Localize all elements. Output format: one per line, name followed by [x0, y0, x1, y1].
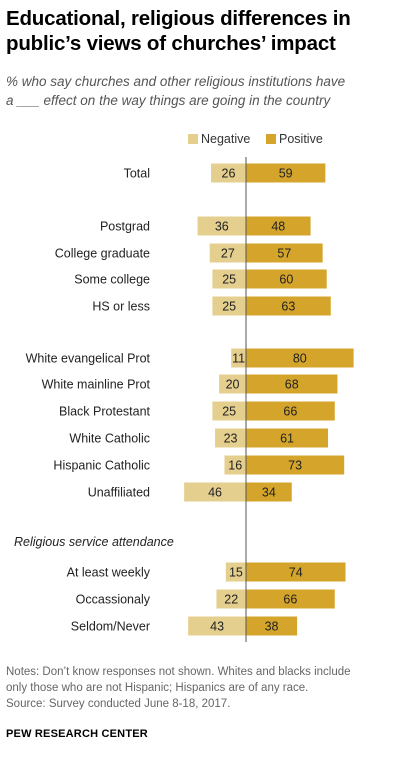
value-negative-unaffiliated: 46 [208, 486, 222, 500]
category-label-white-evangelical-prot: White evangelical Prot [26, 352, 151, 366]
bar-positive-hispanic-catholic [246, 455, 345, 475]
value-negative-hispanic-catholic: 16 [228, 459, 242, 473]
bar-negative-white-catholic [215, 428, 246, 448]
value-negative-at-least-weekly: 15 [229, 566, 243, 580]
bar-positive-seldom-never [246, 616, 298, 636]
bar-negative-some-college [212, 269, 246, 289]
category-label-postgrad: Postgrad [100, 220, 150, 234]
bar-negative-at-least-weekly [225, 562, 246, 582]
bar-negative-occassionaly [216, 589, 246, 609]
value-negative-white-mainline-prot: 20 [226, 378, 240, 392]
chart-title: Educational, religious differences in pu… [6, 6, 394, 56]
bar-negative-unaffiliated [184, 482, 246, 502]
bar-negative-hispanic-catholic [224, 455, 246, 475]
bar-negative-white-mainline-prot [219, 374, 246, 394]
value-negative-hs-or-less: 25 [222, 300, 236, 314]
bar-positive-total [246, 163, 326, 183]
category-label-some-college: Some college [74, 273, 150, 287]
bar-negative-hs-or-less [212, 296, 246, 316]
pew-logo-text: PEW RESEARCH CENTER [6, 728, 148, 740]
notes-line-1: Notes: Don’t know responses not shown. W… [6, 666, 351, 678]
bar-negative-white-evangelical-prot [231, 348, 246, 368]
value-negative-occassionaly: 22 [224, 593, 238, 607]
legend-swatch-positive [266, 134, 276, 144]
value-positive-postgrad: 48 [271, 220, 285, 234]
chart-subtitle-line-1: % who say churches and other religious i… [6, 74, 346, 89]
value-positive-black-protestant: 66 [283, 405, 297, 419]
value-positive-hispanic-catholic: 73 [288, 459, 302, 473]
legend-item-positive: Positive [266, 132, 323, 146]
category-label-occassionaly: Occassionaly [76, 593, 151, 607]
value-negative-college-graduate: 27 [221, 247, 235, 261]
category-label-seldom-never: Seldom/Never [71, 620, 150, 634]
legend-item-negative: Negative [188, 132, 250, 146]
value-negative-white-catholic: 23 [224, 432, 238, 446]
category-label-hs-or-less: HS or less [92, 300, 150, 314]
bar-positive-white-evangelical-prot [246, 348, 354, 368]
source-note: Source: Survey conducted June 8-18, 2017… [6, 698, 231, 710]
value-negative-black-protestant: 25 [222, 405, 236, 419]
bar-positive-black-protestant [246, 401, 335, 421]
bar-positive-white-catholic [246, 428, 329, 448]
value-positive-white-evangelical-prot: 80 [293, 352, 307, 366]
bar-positive-occassionaly [246, 589, 335, 609]
chart-subtitle-line-2: a ___ effect on the way things are going… [6, 93, 331, 108]
bar-negative-postgrad [197, 216, 246, 236]
section-label-attendance: Religious service attendance [14, 535, 174, 549]
value-negative-total: 26 [222, 167, 236, 181]
bar-positive-college-graduate [246, 243, 323, 263]
bar-negative-black-protestant [212, 401, 246, 421]
bar-positive-some-college [246, 269, 327, 289]
category-label-total: Total [124, 167, 150, 181]
value-positive-seldom-never: 38 [265, 620, 279, 634]
category-label-black-protestant: Black Protestant [59, 405, 151, 419]
value-negative-white-evangelical-prot: 11 [232, 352, 245, 366]
category-label-white-catholic: White Catholic [69, 432, 150, 446]
category-label-college-graduate: College graduate [55, 247, 150, 261]
legend-label-negative: Negative [201, 132, 251, 146]
bar-negative-total [211, 163, 246, 183]
legend-label-positive: Positive [279, 132, 323, 146]
value-negative-postgrad: 36 [215, 220, 229, 234]
bar-negative-seldom-never [188, 616, 246, 636]
value-positive-some-college: 60 [279, 273, 293, 287]
value-positive-white-catholic: 61 [280, 432, 294, 446]
chart-notes: Notes: Don’t know responses not shown. W… [6, 664, 398, 712]
category-label-hispanic-catholic: Hispanic Catholic [53, 459, 150, 473]
bar-positive-at-least-weekly [246, 562, 346, 582]
chart-title-line-2: public’s views of churches’ impact [6, 32, 336, 55]
notes-line-2: only those who are not Hispanic; Hispani… [6, 682, 309, 694]
value-positive-occassionaly: 66 [283, 593, 297, 607]
chart-legend: Negative Positive [0, 132, 400, 150]
value-negative-seldom-never: 43 [210, 620, 224, 634]
legend-swatch-negative [188, 134, 198, 144]
chart-title-line-1: Educational, religious differences in [6, 7, 351, 30]
value-positive-hs-or-less: 63 [281, 300, 295, 314]
bar-positive-hs-or-less [246, 296, 331, 316]
value-positive-white-mainline-prot: 68 [285, 378, 299, 392]
chart-subtitle: % who say churches and other religious i… [6, 72, 396, 110]
bar-positive-white-mainline-prot [246, 374, 338, 394]
bar-positive-postgrad [246, 216, 311, 236]
category-label-unaffiliated: Unaffiliated [88, 486, 150, 500]
bar-positive-unaffiliated [246, 482, 292, 502]
category-label-white-mainline-prot: White mainline Prot [42, 378, 151, 392]
bar-negative-college-graduate [209, 243, 246, 263]
value-negative-some-college: 25 [222, 273, 236, 287]
value-positive-total: 59 [279, 167, 293, 181]
category-label-at-least-weekly: At least weekly [67, 566, 151, 580]
diverging-bar-chart: Total 26 59 Postgrad 36 48 College graduate 27 5… [14, 157, 354, 642]
value-positive-unaffiliated: 34 [262, 486, 276, 500]
value-positive-at-least-weekly: 74 [289, 566, 303, 580]
value-positive-college-graduate: 57 [277, 247, 291, 261]
